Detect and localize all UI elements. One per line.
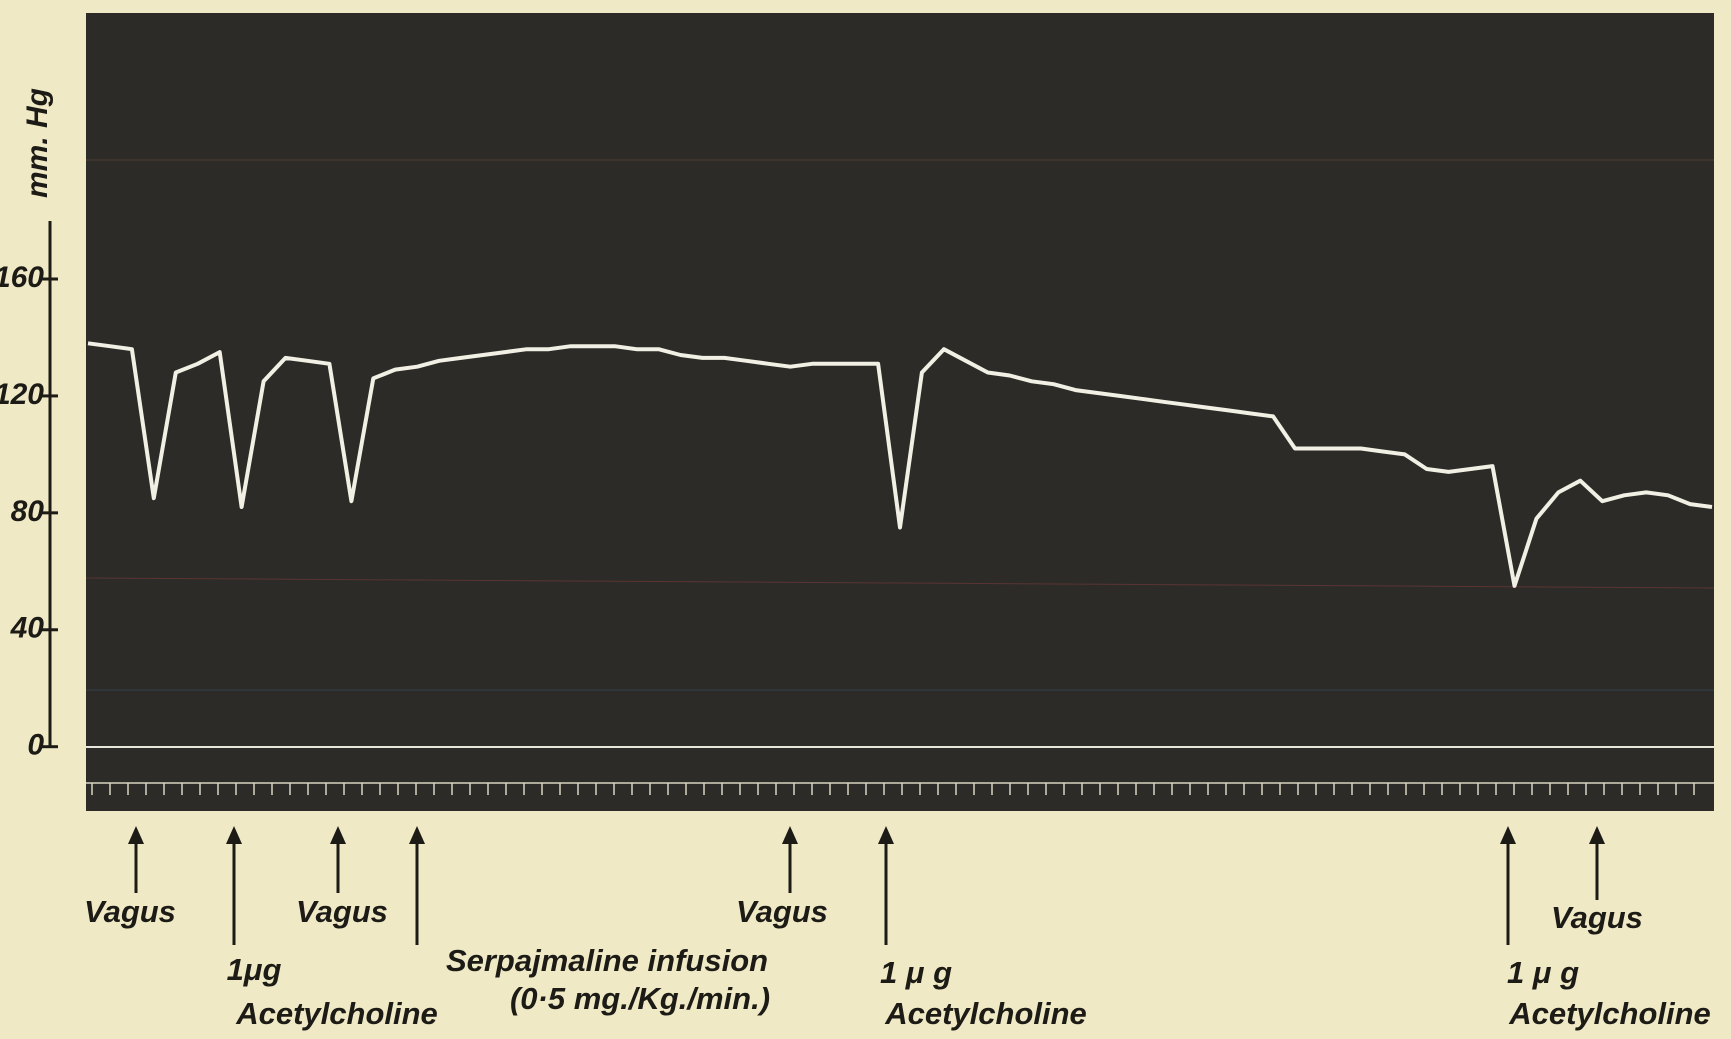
y-tick-label: 40 (10, 612, 45, 645)
annotation: Vagus (84, 894, 176, 929)
annotation-arrowhead (782, 826, 798, 844)
annotation: Acetylcholine (884, 996, 1087, 1031)
y-tick-label: 160 (0, 261, 44, 294)
y-tick-label: 0 (27, 729, 44, 762)
annotation-arrowhead (1500, 826, 1516, 844)
annotation: Acetylcholine (235, 996, 438, 1031)
y-tick-label: 120 (0, 378, 44, 411)
annotation-arrowhead (1589, 826, 1605, 844)
trace-line-decor (85, 577, 1715, 589)
y-tick-label: 80 (11, 495, 45, 528)
annotation: Vagus (296, 894, 388, 929)
annotation-arrowhead (226, 826, 242, 844)
time-marker (86, 782, 1714, 795)
annotation: 1μg (227, 952, 282, 987)
annotation-arrowhead (330, 826, 346, 844)
annotation: 1 μ g (1507, 955, 1579, 990)
annotation-arrowhead (878, 826, 894, 844)
annotation: Vagus (736, 894, 828, 929)
annotation: Vagus (1551, 900, 1643, 935)
annotation: (0·5 mg./Kg./min.) (510, 981, 770, 1016)
y-axis-label: mm. Hg (21, 88, 54, 198)
annotation-arrowhead (409, 826, 425, 844)
annotation: 1 μ g (880, 955, 952, 990)
annotation: Serpajmaline infusion (446, 943, 768, 978)
pressure-trace (87, 341, 1713, 588)
annotation-arrowhead (128, 826, 144, 844)
annotation: Acetylcholine (1508, 996, 1711, 1031)
recording-panel (86, 13, 1714, 811)
